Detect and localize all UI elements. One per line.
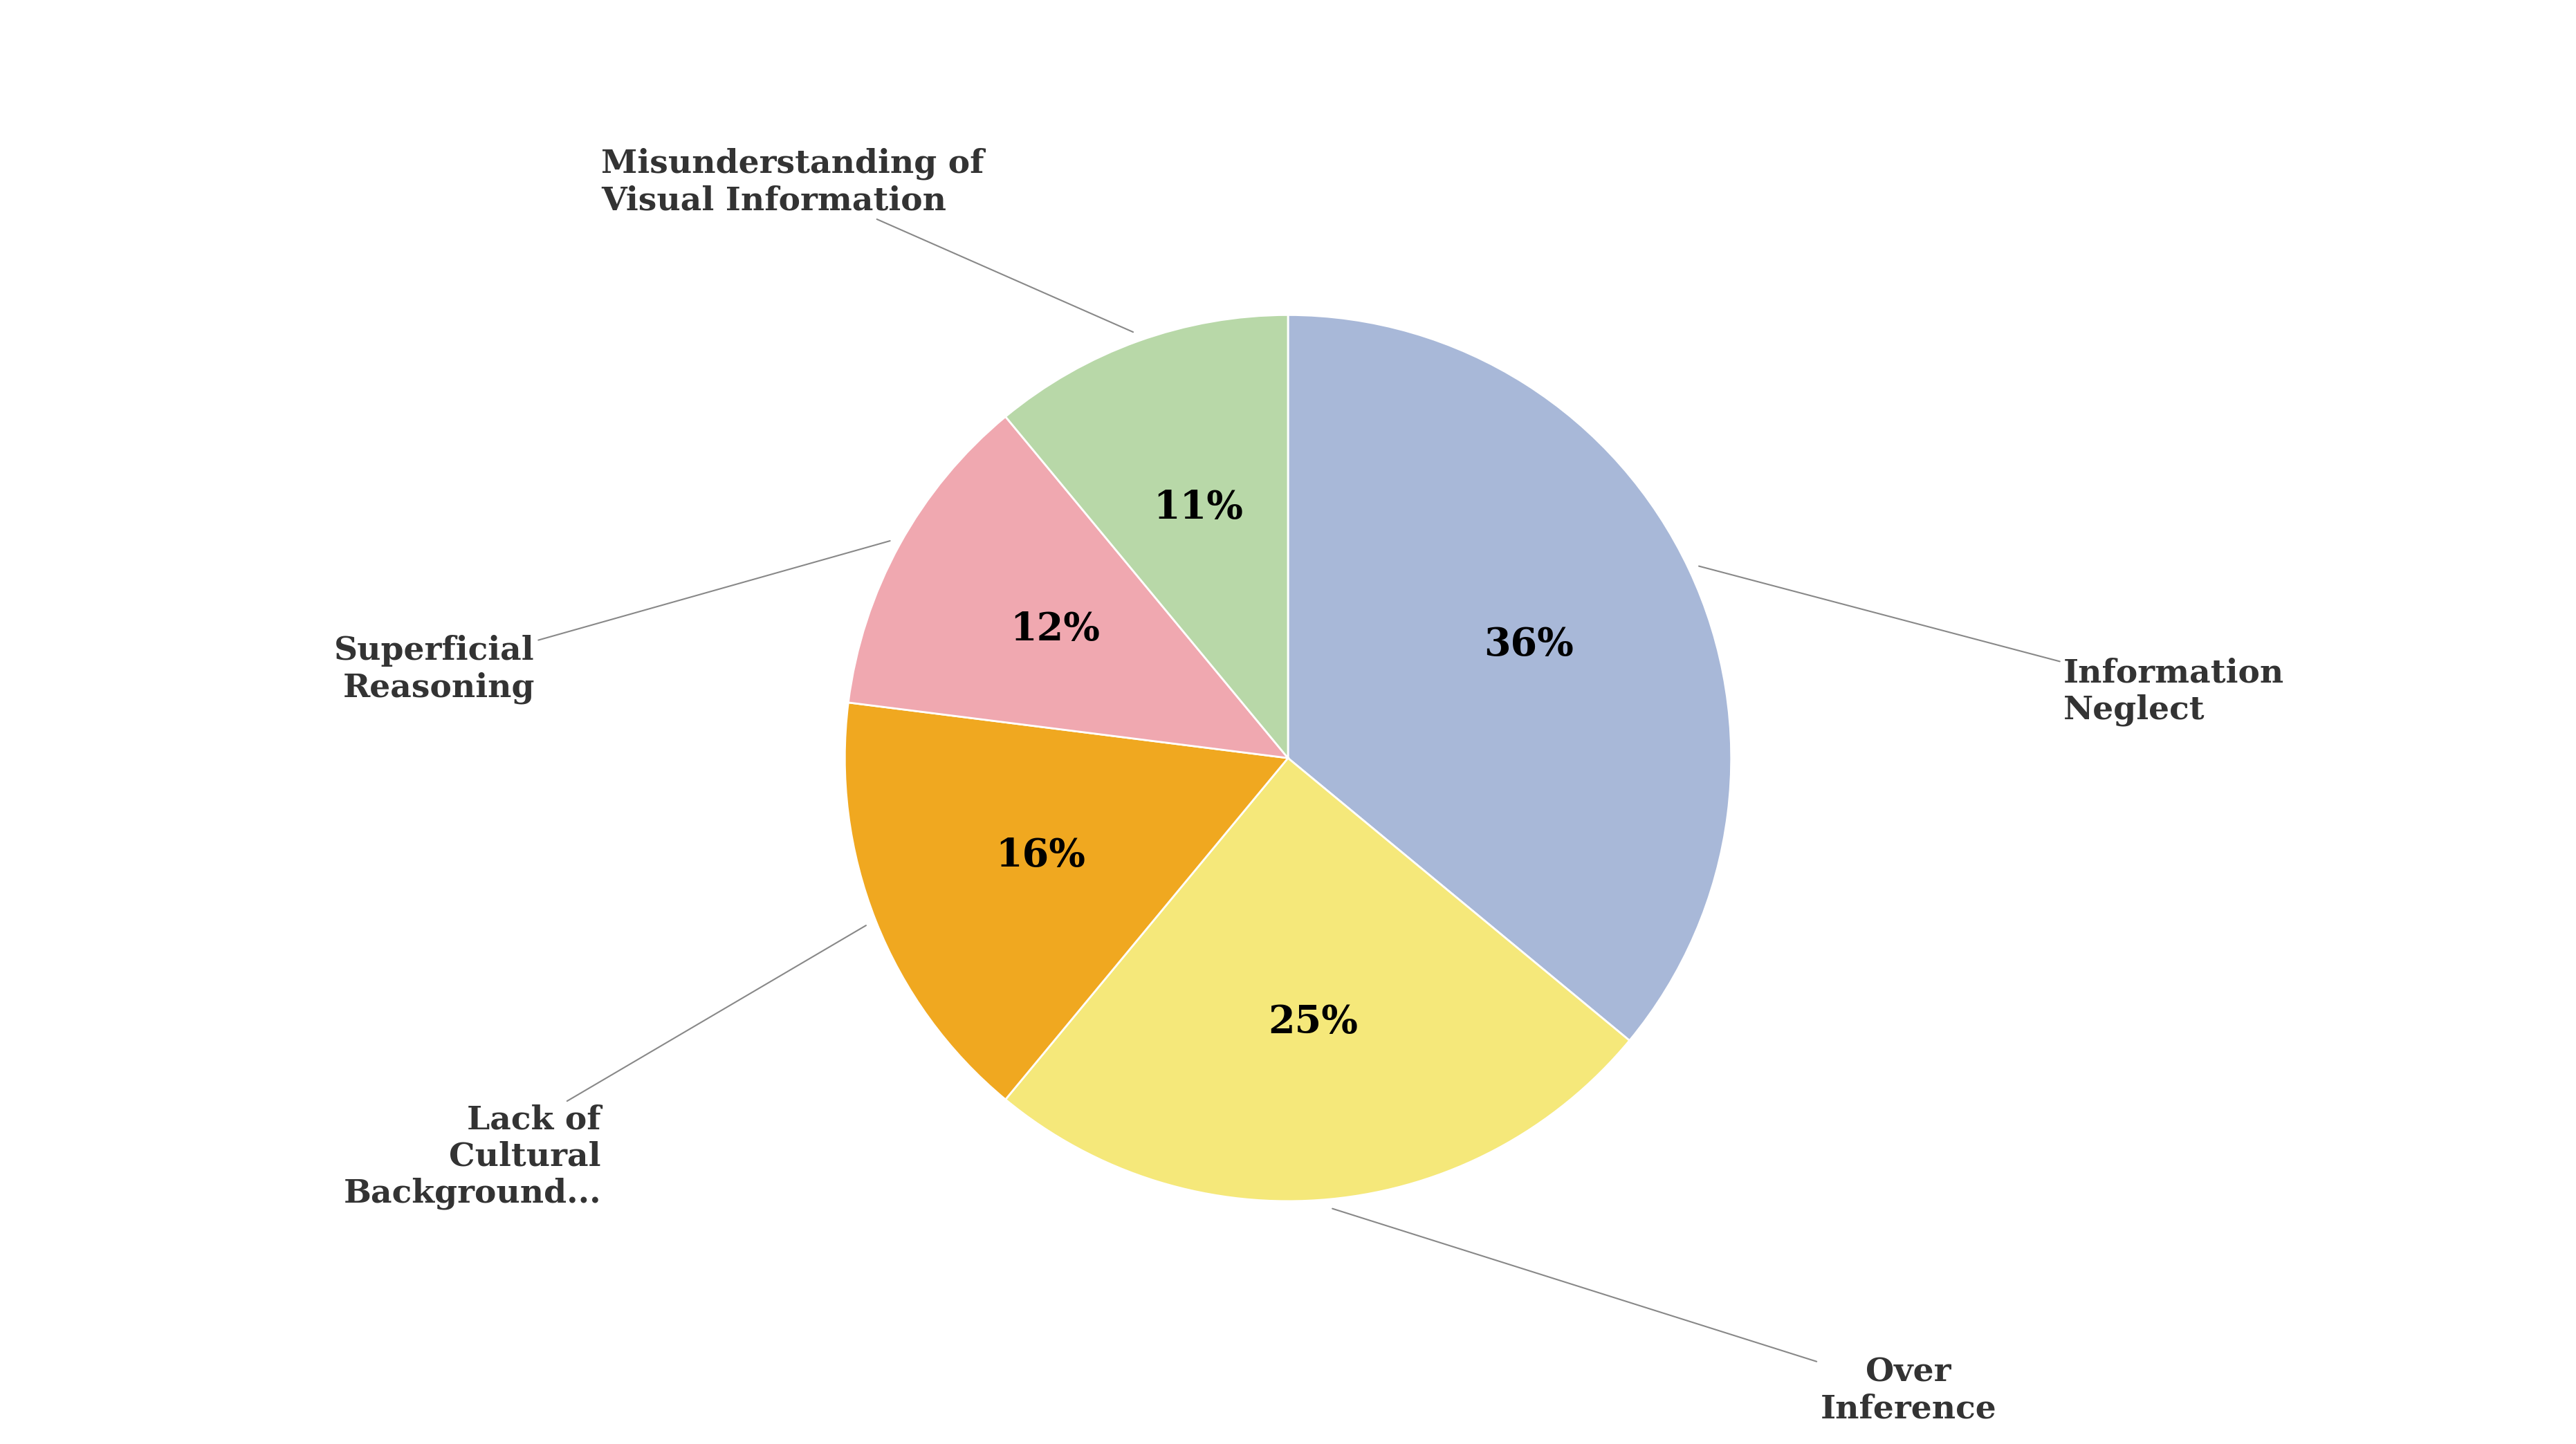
Text: Information
Neglect: Information Neglect [1700, 566, 2285, 726]
Text: 11%: 11% [1154, 490, 1242, 527]
Text: 16%: 16% [997, 838, 1084, 875]
Text: Over
Inference: Over Inference [1332, 1209, 1996, 1425]
Text: Lack of
Cultural
Background...: Lack of Cultural Background... [343, 926, 866, 1210]
Wedge shape [845, 703, 1288, 1099]
Text: 36%: 36% [1484, 625, 1574, 664]
Wedge shape [1005, 758, 1631, 1201]
Wedge shape [1288, 315, 1731, 1041]
Wedge shape [848, 417, 1288, 758]
Text: 25%: 25% [1267, 1004, 1358, 1041]
Wedge shape [1005, 315, 1288, 758]
Text: Superficial
Reasoning: Superficial Reasoning [335, 542, 889, 703]
Text: 12%: 12% [1010, 611, 1100, 648]
Text: Misunderstanding of
Visual Information: Misunderstanding of Visual Information [600, 147, 1133, 332]
